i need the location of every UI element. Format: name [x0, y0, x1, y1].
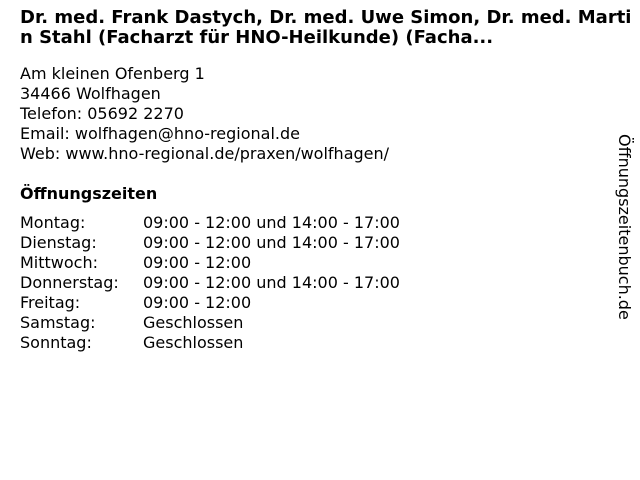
- day-label: Montag:: [20, 213, 86, 232]
- street: Am kleinen Ofenberg 1: [20, 64, 205, 83]
- practice-title: Dr. med. Frank Dastych, Dr. med. Uwe Sim…: [20, 7, 632, 48]
- day-label: Sonntag:: [20, 333, 92, 352]
- site-watermark: Öffnungszeitenbuch.de: [615, 134, 634, 320]
- day-label: Freitag:: [20, 293, 81, 312]
- day-hours: 09:00 - 12:00 und 14:00 - 17:00: [143, 273, 400, 292]
- city: 34466 Wolfhagen: [20, 84, 161, 103]
- day-hours: Geschlossen: [143, 333, 244, 352]
- hours-row: Donnerstag: 09:00 - 12:00 und 14:00 - 17:…: [20, 273, 400, 293]
- day-hours: 09:00 - 12:00 und 14:00 - 17:00: [143, 233, 400, 252]
- opening-hours-heading: Öffnungszeiten: [20, 184, 158, 203]
- email: Email: wolfhagen@hno-regional.de: [20, 124, 300, 143]
- day-hours: 09:00 - 12:00: [143, 253, 252, 272]
- day-label: Donnerstag:: [20, 273, 119, 292]
- address-block: Am kleinen Ofenberg 1 34466 Wolfhagen Te…: [20, 64, 389, 164]
- phone: Telefon: 05692 2270: [20, 104, 184, 123]
- day-label: Mittwoch:: [20, 253, 98, 272]
- hours-row: Mittwoch: 09:00 - 12:00: [20, 253, 400, 273]
- day-hours: 09:00 - 12:00 und 14:00 - 17:00: [143, 213, 400, 232]
- hours-row: Samstag: Geschlossen: [20, 313, 400, 333]
- website: Web: www.hno-regional.de/praxen/wolfhage…: [20, 144, 390, 163]
- opening-hours-table: Montag: 09:00 - 12:00 und 14:00 - 17:00 D…: [20, 213, 400, 353]
- day-hours: 09:00 - 12:00: [143, 293, 252, 312]
- hours-row: Dienstag: 09:00 - 12:00 und 14:00 - 17:00: [20, 233, 400, 253]
- day-label: Samstag:: [20, 313, 96, 332]
- day-label: Dienstag:: [20, 233, 97, 252]
- day-hours: Geschlossen: [143, 313, 244, 332]
- hours-row: Montag: 09:00 - 12:00 und 14:00 - 17:00: [20, 213, 400, 233]
- hours-row: Freitag: 09:00 - 12:00: [20, 293, 400, 313]
- hours-row: Sonntag: Geschlossen: [20, 333, 400, 353]
